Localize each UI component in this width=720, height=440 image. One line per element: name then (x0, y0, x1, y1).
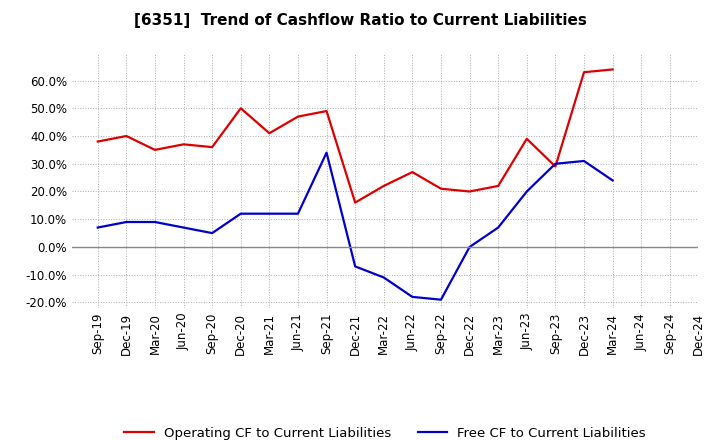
Free CF to Current Liabilities (523, 189, 531, 194)
Free CF to Current Liabilities (408, 294, 417, 300)
Free CF to Current Liabilities (294, 211, 302, 216)
Operating CF to Current Liabilities (265, 131, 274, 136)
Free CF to Current Liabilities (465, 244, 474, 249)
Free CF to Current Liabilities (323, 150, 331, 155)
Line: Operating CF to Current Liabilities: Operating CF to Current Liabilities (98, 70, 613, 202)
Free CF to Current Liabilities (208, 231, 217, 236)
Operating CF to Current Liabilities (236, 106, 245, 111)
Free CF to Current Liabilities (551, 161, 559, 166)
Free CF to Current Liabilities (608, 178, 617, 183)
Operating CF to Current Liabilities (208, 144, 217, 150)
Operating CF to Current Liabilities (94, 139, 102, 144)
Free CF to Current Liabilities (494, 225, 503, 230)
Operating CF to Current Liabilities (465, 189, 474, 194)
Operating CF to Current Liabilities (379, 183, 388, 189)
Operating CF to Current Liabilities (608, 67, 617, 72)
Free CF to Current Liabilities (150, 220, 159, 225)
Line: Free CF to Current Liabilities: Free CF to Current Liabilities (98, 153, 613, 300)
Free CF to Current Liabilities (122, 220, 130, 225)
Free CF to Current Liabilities (580, 158, 588, 164)
Operating CF to Current Liabilities (294, 114, 302, 119)
Operating CF to Current Liabilities (179, 142, 188, 147)
Operating CF to Current Liabilities (122, 133, 130, 139)
Operating CF to Current Liabilities (494, 183, 503, 189)
Operating CF to Current Liabilities (150, 147, 159, 153)
Free CF to Current Liabilities (436, 297, 445, 302)
Operating CF to Current Liabilities (580, 70, 588, 75)
Free CF to Current Liabilities (179, 225, 188, 230)
Text: [6351]  Trend of Cashflow Ratio to Current Liabilities: [6351] Trend of Cashflow Ratio to Curren… (134, 13, 586, 28)
Free CF to Current Liabilities (236, 211, 245, 216)
Free CF to Current Liabilities (265, 211, 274, 216)
Free CF to Current Liabilities (351, 264, 359, 269)
Operating CF to Current Liabilities (408, 169, 417, 175)
Free CF to Current Liabilities (379, 275, 388, 280)
Legend: Operating CF to Current Liabilities, Free CF to Current Liabilities: Operating CF to Current Liabilities, Fre… (120, 422, 651, 440)
Free CF to Current Liabilities (94, 225, 102, 230)
Operating CF to Current Liabilities (523, 136, 531, 141)
Operating CF to Current Liabilities (323, 108, 331, 114)
Operating CF to Current Liabilities (351, 200, 359, 205)
Operating CF to Current Liabilities (436, 186, 445, 191)
Operating CF to Current Liabilities (551, 164, 559, 169)
